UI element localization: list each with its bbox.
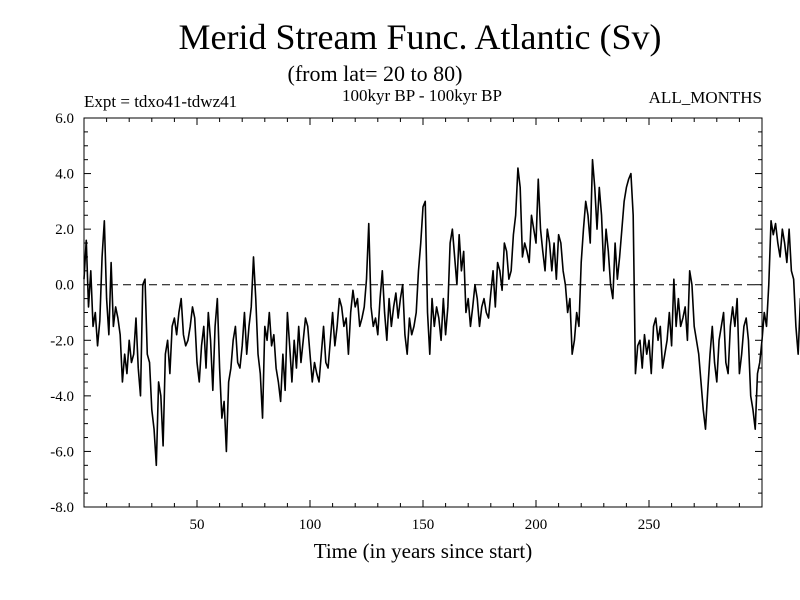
plot-frame [83,117,763,508]
x-tick-label: 200 [525,517,548,533]
chart-title: Merid Stream Func. Atlantic (Sv) [179,17,662,57]
x-tick-label: 150 [412,517,435,533]
y-tick-label: 2.0 [55,222,74,238]
x-axis: 50 100 150 200 250 [106,118,740,533]
x-tick-label: 100 [299,517,322,533]
y-axis: 6.0 4.0 2.0 0.0 -2.0 -4.0 -6.0 -8.0 [50,111,762,516]
y-tick-label: -8.0 [50,500,74,516]
y-tick-label: -2.0 [50,333,74,349]
x-tick-label: 250 [638,517,661,533]
series-line [83,158,800,467]
y-tick-label: -4.0 [50,389,74,405]
experiment-label: Expt = tdxo41-tdwz41 [84,92,237,111]
y-tick-label: 4.0 [55,167,74,183]
period-label: 100kyr BP - 100kyr BP [342,86,502,105]
y-tick-label: 0.0 [55,278,74,294]
months-label: ALL_MONTHS [649,88,762,107]
x-tick-label: 50 [190,517,205,533]
x-axis-label: Time (in years since start) [314,539,533,563]
y-tick-label: 6.0 [55,111,74,127]
chart-subtitle: (from lat= 20 to 80) [288,61,463,86]
y-tick-label: -6.0 [50,444,74,460]
series-layer [83,158,800,467]
